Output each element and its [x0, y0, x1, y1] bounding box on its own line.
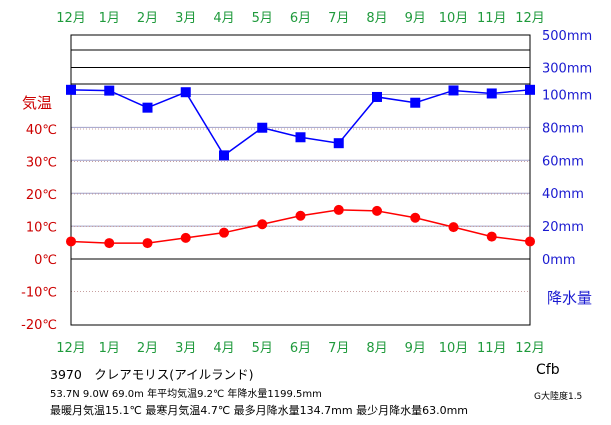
continentality-index: G大陸度1.5 — [534, 392, 583, 402]
temperature-tick-label: 10℃ — [26, 221, 57, 236]
month-label-top: 9月 — [405, 11, 426, 26]
month-labels-bottom: 12月 1月 2月 3月 4月 5月 6月 7月 8月 9月 10月 11月 12月 — [56, 341, 545, 356]
precipitation-tick-label: 500mm — [542, 29, 592, 44]
month-label-bottom: 1月 — [99, 341, 120, 356]
precipitation-point — [410, 97, 421, 108]
month-label-bottom: 12月 — [515, 341, 545, 356]
precipitation-point — [525, 84, 535, 95]
precipitation-line — [70, 89, 531, 157]
precipitation-point — [66, 84, 76, 95]
temperature-axis-title: 気温 — [22, 94, 52, 112]
series-layer — [66, 84, 535, 249]
station-extremes-line: 最暖月気温15.1℃ 最寒月気温4.7℃ 最多月降水量134.7mm 最少月降水… — [50, 404, 469, 417]
temperature-point — [295, 210, 306, 221]
month-label-top: 10月 — [439, 11, 469, 26]
month-label-top: 3月 — [175, 11, 196, 26]
month-label-top: 11月 — [477, 11, 507, 26]
month-label-top: 12月 — [56, 11, 86, 26]
precipitation-point — [333, 138, 344, 149]
climate-classification: Cfb — [536, 362, 560, 378]
month-label-top: 4月 — [213, 11, 234, 26]
precipitation-tick-label: 40mm — [542, 187, 584, 202]
month-label-bottom: 4月 — [213, 341, 234, 356]
temperature-point — [180, 232, 191, 243]
precipitation-tick-label: 0mm — [542, 253, 576, 268]
temperature-point — [525, 236, 535, 247]
month-label-top: 5月 — [252, 11, 273, 26]
month-label-bottom: 8月 — [366, 341, 387, 356]
temperature-point — [219, 227, 229, 238]
precipitation-tick-label: 20mm — [542, 220, 584, 235]
month-label-top: 6月 — [290, 11, 311, 26]
month-label-bottom: 7月 — [328, 341, 349, 356]
precipitation-tick-label: 60mm — [542, 154, 584, 169]
precipitation-point — [257, 122, 268, 133]
temperature-tick-label: 20℃ — [26, 188, 57, 203]
precipitation-point — [180, 87, 191, 98]
temperature-point — [486, 231, 497, 242]
month-label-bottom: 10月 — [439, 341, 469, 356]
station-summary-line: 53.7N 9.0W 69.0m 年平均気温9.2℃ 年降水量1199.5mm — [50, 389, 322, 400]
precipitation-point — [486, 88, 497, 99]
temperature-point — [410, 212, 421, 223]
plot-border — [70, 34, 531, 326]
temperature-point — [372, 205, 382, 216]
month-labels-top: 12月 1月 2月 3月 4月 5月 6月 7月 8月 9月 10月 11月 12月 — [56, 11, 545, 26]
month-label-bottom: 3月 — [175, 341, 196, 356]
precipitation-point — [142, 102, 153, 113]
month-label-bottom: 2月 — [137, 341, 158, 356]
precipitation-point — [448, 85, 459, 96]
precipitation-axis-title: 降水量 — [547, 289, 592, 307]
grid-lines — [71, 34, 530, 292]
temperature-point — [142, 238, 153, 249]
temperature-point — [333, 204, 344, 215]
precipitation-tick-label: 300mm — [542, 62, 592, 77]
temperature-tick-label: 0℃ — [34, 253, 57, 268]
plot-frame — [70, 34, 531, 326]
month-label-top: 7月 — [328, 11, 349, 26]
temperature-point — [66, 236, 76, 247]
temperature-tick-label: -20℃ — [21, 318, 57, 333]
month-label-top: 8月 — [366, 11, 387, 26]
station-name: 3970 クレアモリス(アイルランド) — [50, 367, 254, 382]
temperature-tick-label: 30℃ — [26, 156, 57, 171]
month-label-bottom: 6月 — [290, 341, 311, 356]
month-label-bottom: 11月 — [477, 341, 507, 356]
month-label-top: 1月 — [99, 11, 120, 26]
precipitation-tick-label: 80mm — [542, 121, 584, 136]
precipitation-tick-labels: 500mm 300mm 100mm 80mm 60mm 40mm 20mm 0mm — [542, 29, 592, 268]
month-label-top: 12月 — [515, 11, 545, 26]
temperature-point — [448, 222, 459, 233]
month-label-bottom: 9月 — [405, 341, 426, 356]
precipitation-point — [295, 132, 306, 143]
precipitation-point — [104, 85, 115, 96]
precipitation-tick-label: 100mm — [542, 89, 592, 104]
month-label-top: 2月 — [137, 11, 158, 26]
precipitation-point — [219, 150, 229, 161]
month-label-bottom: 5月 — [252, 341, 273, 356]
temperature-tick-labels: 40℃ 30℃ 20℃ 10℃ 0℃ -10℃ -20℃ — [21, 123, 57, 333]
month-label-bottom: 12月 — [56, 341, 86, 356]
temperature-tick-label: -10℃ — [21, 286, 57, 301]
temperature-tick-label: 40℃ — [26, 123, 57, 138]
precipitation-point — [372, 91, 382, 102]
temperature-point — [257, 219, 268, 230]
temperature-point — [104, 238, 115, 249]
